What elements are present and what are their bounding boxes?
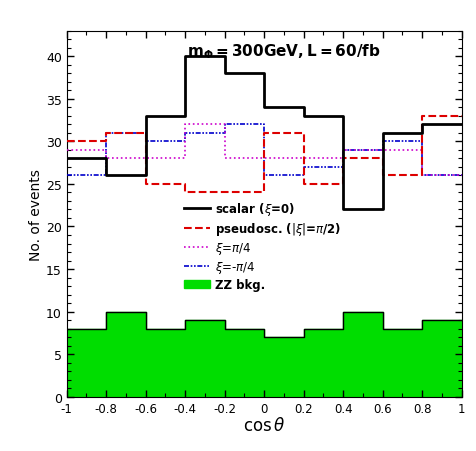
Text: $\mathbf{m_{\Phi}}$$\mathbf{=300GeV, L=60/fb}$: $\mathbf{m_{\Phi}}$$\mathbf{=300GeV, L=6… <box>187 42 381 61</box>
X-axis label: $\cos\theta$: $\cos\theta$ <box>243 416 286 434</box>
Polygon shape <box>67 312 462 397</box>
Y-axis label: No. of events: No. of events <box>29 168 43 260</box>
Legend: scalar ($\xi$=0), pseudosc. ($|\xi|$=$\pi$/2), $\xi$=$\pi$/4, $\xi$=-$\pi$/4   ,: scalar ($\xi$=0), pseudosc. ($|\xi|$=$\p… <box>179 196 345 296</box>
